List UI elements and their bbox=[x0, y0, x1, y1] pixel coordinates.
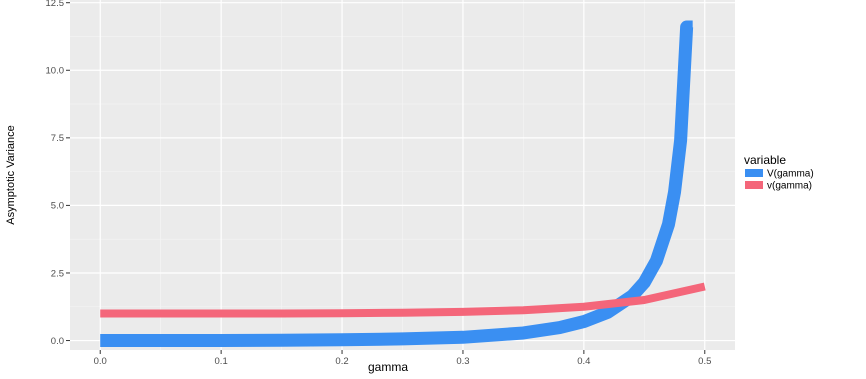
series-layer bbox=[100, 20, 706, 348]
x-tick-label: 0.0 bbox=[94, 356, 107, 367]
x-axis-title: gamma bbox=[368, 360, 408, 374]
grid-major bbox=[70, 0, 735, 350]
legend-key-v-gamma bbox=[745, 181, 763, 189]
x-tick-label: 0.4 bbox=[577, 356, 590, 367]
legend: variable V(gamma)v(gamma) bbox=[744, 153, 814, 192]
y-tick-label: 5.0 bbox=[51, 201, 64, 212]
y-axis-ticks: 0.0 2.5 5.0 7.5 10.0 12.5 bbox=[46, 0, 70, 347]
y-axis-title: Asymptotic Variance bbox=[5, 125, 17, 224]
x-tick-label: 0.5 bbox=[698, 356, 711, 367]
series-line-V-gamma bbox=[100, 20, 694, 348]
y-tick-label: 0.0 bbox=[51, 336, 64, 347]
y-tick-label: 2.5 bbox=[51, 268, 64, 279]
x-tick-label: 0.1 bbox=[215, 356, 228, 367]
legend-label-V-gamma: V(gamma) bbox=[767, 169, 814, 180]
x-tick-label: 0.3 bbox=[456, 356, 469, 367]
y-tick-label: 7.5 bbox=[51, 133, 64, 144]
grid-minor bbox=[70, 0, 735, 350]
y-tick-label: 12.5 bbox=[46, 0, 65, 9]
legend-title: variable bbox=[744, 153, 786, 167]
x-tick-label: 0.2 bbox=[335, 356, 348, 367]
series-line-v-gamma bbox=[100, 282, 706, 318]
legend-key-V-gamma bbox=[745, 169, 763, 177]
y-tick-label: 10.0 bbox=[46, 66, 65, 77]
legend-label-v-gamma: v(gamma) bbox=[767, 181, 812, 192]
x-axis-ticks: 0.0 0.1 0.2 0.3 0.4 0.5 bbox=[94, 350, 711, 367]
